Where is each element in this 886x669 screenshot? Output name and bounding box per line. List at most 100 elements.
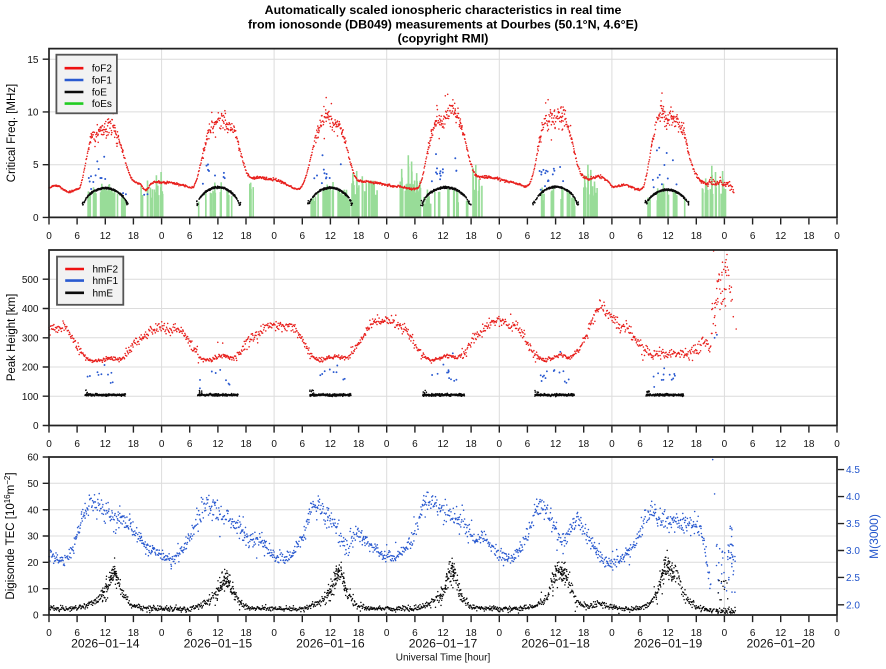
svg-text:0: 0 xyxy=(609,628,615,639)
svg-text:18: 18 xyxy=(353,231,365,242)
svg-text:5: 5 xyxy=(33,160,39,171)
svg-text:12: 12 xyxy=(775,628,787,639)
svg-text:hmF1: hmF1 xyxy=(93,276,119,287)
svg-text:18: 18 xyxy=(240,231,252,242)
svg-text:12: 12 xyxy=(437,628,449,639)
svg-text:3.5: 3.5 xyxy=(846,519,860,530)
svg-text:12: 12 xyxy=(212,231,224,242)
svg-text:6: 6 xyxy=(74,231,80,242)
svg-text:0: 0 xyxy=(384,628,390,639)
svg-text:Critical Freq. [MHz]: Critical Freq. [MHz] xyxy=(6,84,18,182)
svg-text:6: 6 xyxy=(750,439,756,450)
svg-text:2.5: 2.5 xyxy=(846,573,860,584)
svg-text:6: 6 xyxy=(750,231,756,242)
svg-text:Peak Height [km]: Peak Height [km] xyxy=(6,294,18,382)
svg-text:10: 10 xyxy=(27,108,39,119)
svg-text:0: 0 xyxy=(271,628,277,639)
svg-text:0: 0 xyxy=(46,439,52,450)
svg-text:hmF2: hmF2 xyxy=(93,265,119,276)
svg-text:2026−01−20: 2026−01−20 xyxy=(746,637,815,651)
svg-text:30: 30 xyxy=(27,532,39,543)
svg-text:6: 6 xyxy=(750,628,756,639)
svg-text:12: 12 xyxy=(325,628,337,639)
svg-text:18: 18 xyxy=(466,628,478,639)
svg-text:6: 6 xyxy=(525,231,531,242)
svg-text:12: 12 xyxy=(550,231,562,242)
svg-text:6: 6 xyxy=(412,628,418,639)
svg-text:12: 12 xyxy=(550,439,562,450)
svg-text:Automatically scaled ionospher: Automatically scaled ionospheric charact… xyxy=(265,3,622,17)
svg-text:60: 60 xyxy=(27,453,39,464)
svg-text:18: 18 xyxy=(803,628,815,639)
svg-text:12: 12 xyxy=(663,628,675,639)
svg-text:18: 18 xyxy=(578,231,590,242)
svg-text:foE: foE xyxy=(92,88,107,99)
svg-text:0: 0 xyxy=(497,439,503,450)
svg-text:0: 0 xyxy=(384,439,390,450)
svg-text:4.5: 4.5 xyxy=(846,465,860,476)
svg-text:6: 6 xyxy=(412,231,418,242)
svg-text:12: 12 xyxy=(325,439,337,450)
svg-text:6: 6 xyxy=(74,439,80,450)
svg-text:12: 12 xyxy=(663,439,675,450)
svg-text:Universal Time [hour]: Universal Time [hour] xyxy=(396,653,491,664)
svg-text:0: 0 xyxy=(46,231,52,242)
svg-text:12: 12 xyxy=(100,439,112,450)
svg-text:400: 400 xyxy=(22,304,39,315)
svg-text:0: 0 xyxy=(609,231,615,242)
svg-text:18: 18 xyxy=(578,628,590,639)
svg-text:2026−01−14: 2026−01−14 xyxy=(71,637,140,651)
svg-text:40: 40 xyxy=(27,505,39,516)
svg-text:0: 0 xyxy=(609,439,615,450)
svg-text:0: 0 xyxy=(384,231,390,242)
svg-text:0: 0 xyxy=(159,628,165,639)
svg-text:4.0: 4.0 xyxy=(846,492,860,503)
svg-text:200: 200 xyxy=(22,363,39,374)
svg-text:15: 15 xyxy=(27,55,39,66)
svg-text:12: 12 xyxy=(437,439,449,450)
svg-text:18: 18 xyxy=(353,628,365,639)
svg-text:3.0: 3.0 xyxy=(846,546,860,557)
svg-text:0: 0 xyxy=(159,231,165,242)
svg-text:12: 12 xyxy=(775,439,787,450)
svg-text:6: 6 xyxy=(187,231,193,242)
svg-text:18: 18 xyxy=(353,439,365,450)
svg-text:12: 12 xyxy=(100,628,112,639)
svg-text:12: 12 xyxy=(437,231,449,242)
svg-text:foF1: foF1 xyxy=(92,76,112,87)
svg-text:20: 20 xyxy=(27,558,39,569)
svg-text:Digisonde TEC [1016m−2]: Digisonde TEC [1016m−2] xyxy=(3,472,17,599)
svg-text:12: 12 xyxy=(775,231,787,242)
svg-text:0: 0 xyxy=(834,439,840,450)
svg-text:foEs: foEs xyxy=(92,99,112,110)
svg-text:18: 18 xyxy=(578,439,590,450)
svg-text:6: 6 xyxy=(74,628,80,639)
svg-text:18: 18 xyxy=(803,439,815,450)
svg-text:18: 18 xyxy=(240,628,252,639)
svg-text:2026−01−17: 2026−01−17 xyxy=(409,637,478,651)
svg-text:0: 0 xyxy=(271,439,277,450)
svg-text:from ionosonde (DB049) measure: from ionosonde (DB049) measurements at D… xyxy=(248,18,638,32)
svg-text:(copyright RMI): (copyright RMI) xyxy=(398,32,489,46)
svg-text:hmE: hmE xyxy=(93,288,114,299)
svg-text:6: 6 xyxy=(412,439,418,450)
svg-text:2026−01−16: 2026−01−16 xyxy=(296,637,365,651)
svg-text:18: 18 xyxy=(691,231,703,242)
svg-text:6: 6 xyxy=(525,439,531,450)
svg-text:0: 0 xyxy=(271,231,277,242)
svg-text:12: 12 xyxy=(550,628,562,639)
svg-text:0: 0 xyxy=(33,213,39,224)
svg-text:0: 0 xyxy=(834,231,840,242)
svg-text:10: 10 xyxy=(27,584,39,595)
svg-text:0: 0 xyxy=(33,421,39,432)
svg-text:0: 0 xyxy=(497,231,503,242)
svg-text:18: 18 xyxy=(691,439,703,450)
svg-text:0: 0 xyxy=(722,231,728,242)
svg-text:0: 0 xyxy=(33,611,39,622)
svg-text:2.0: 2.0 xyxy=(846,600,860,611)
svg-text:12: 12 xyxy=(100,231,112,242)
svg-text:12: 12 xyxy=(212,628,224,639)
svg-text:6: 6 xyxy=(637,628,643,639)
svg-text:6: 6 xyxy=(300,439,306,450)
svg-text:M(3000): M(3000) xyxy=(867,514,881,559)
